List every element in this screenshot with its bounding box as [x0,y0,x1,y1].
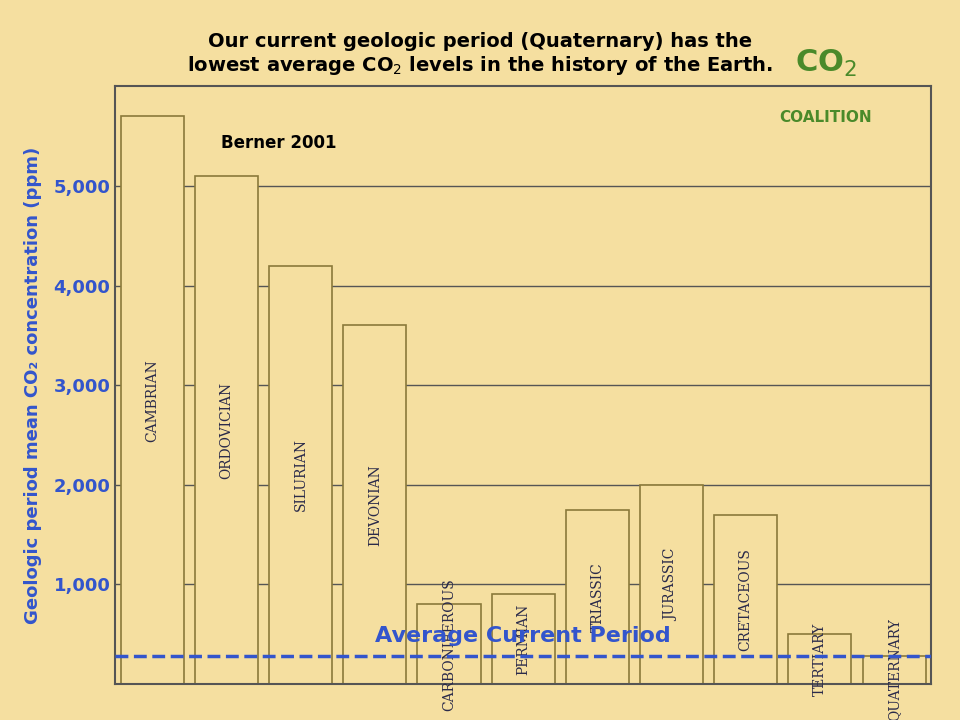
Bar [121,117,183,684]
Y-axis label: Geologic period mean CO₂ concentration (ppm): Geologic period mean CO₂ concentration (… [24,147,42,624]
Bar [269,266,332,684]
Text: CAMBRIAN: CAMBRIAN [145,359,159,441]
Bar [788,634,852,684]
Text: ORDOVICIAN: ORDOVICIAN [220,382,233,479]
Bar [714,515,778,684]
Text: QUATERNARY: QUATERNARY [887,618,901,720]
Text: CO$_2$: CO$_2$ [795,48,856,78]
Bar [344,325,406,684]
Text: COALITION: COALITION [780,109,872,125]
Bar [565,510,629,684]
Text: DEVONIAN: DEVONIAN [368,464,382,546]
Text: Average Current Period: Average Current Period [375,626,671,646]
Text: lowest average CO$_2$ levels in the history of the Earth.: lowest average CO$_2$ levels in the hist… [187,54,773,77]
Bar [418,604,481,684]
Text: CARBONIFEROUS: CARBONIFEROUS [442,577,456,711]
Text: PERMIAN: PERMIAN [516,603,530,675]
Text: TRIASSIC: TRIASSIC [590,562,605,631]
Bar [492,594,555,684]
Text: TERTIARY: TERTIARY [813,623,827,696]
Bar [640,485,703,684]
Text: Our current geologic period (Quaternary) has the: Our current geologic period (Quaternary)… [208,32,752,51]
Text: Berner 2001: Berner 2001 [221,134,337,152]
Text: JURASSIC: JURASSIC [664,548,679,621]
Text: CRETACEOUS: CRETACEOUS [739,548,753,651]
Text: SILURIAN: SILURIAN [294,438,307,511]
Bar [863,656,925,684]
Bar [195,176,258,684]
